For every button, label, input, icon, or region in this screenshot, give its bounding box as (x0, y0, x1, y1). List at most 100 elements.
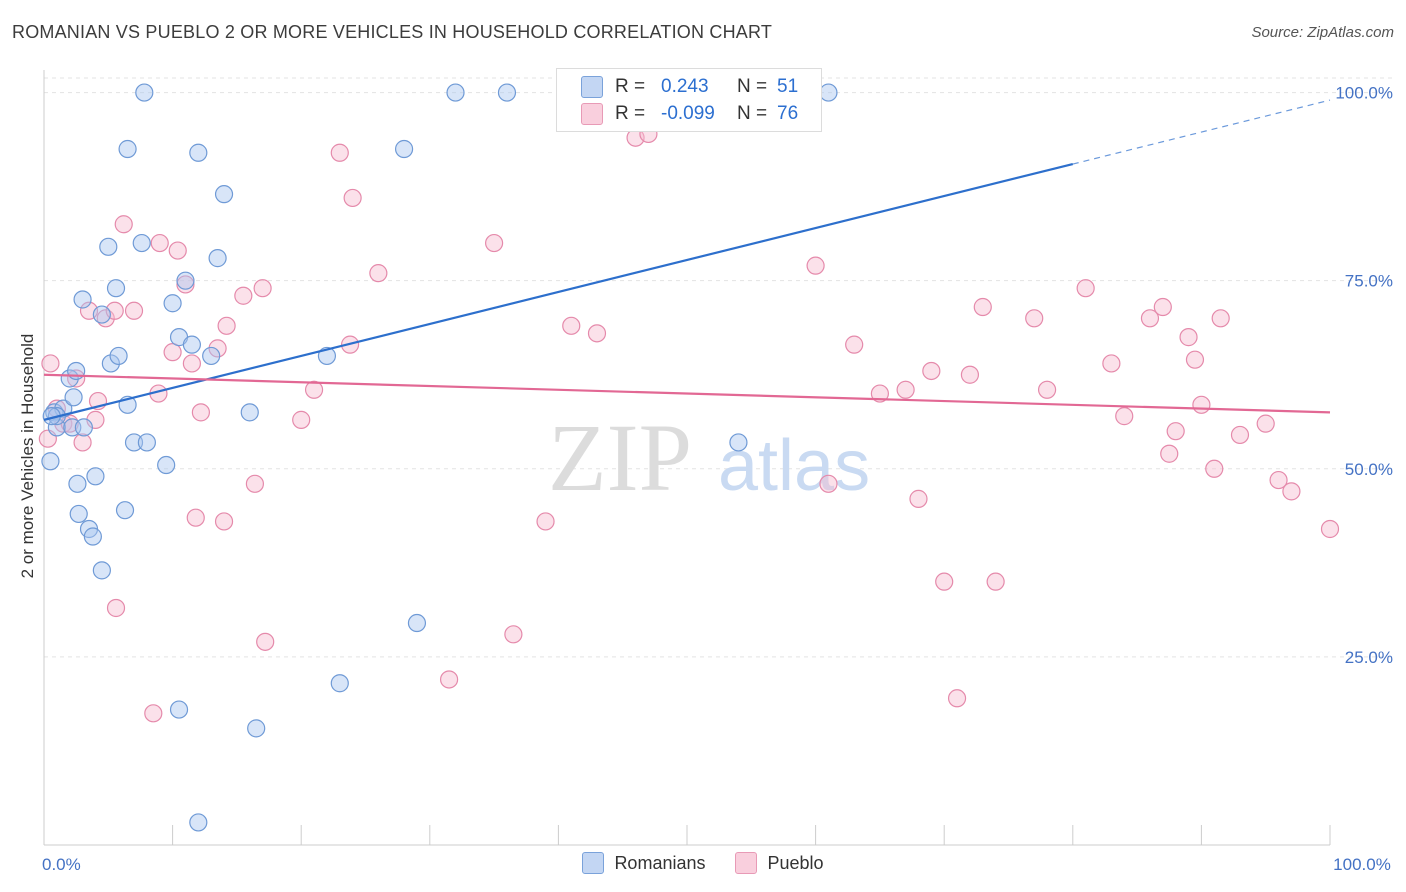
romanians-point (446, 83, 465, 102)
romanians-point (73, 290, 92, 309)
pueblo-point (304, 380, 324, 399)
legend-item-pueblo[interactable]: Pueblo (735, 852, 824, 874)
pueblo-point (208, 339, 227, 358)
pueblo-point (806, 256, 825, 275)
pueblo-point (41, 354, 60, 373)
pueblo-point (67, 369, 86, 388)
pueblo-point (343, 188, 362, 208)
pueblo-swatch (581, 103, 603, 125)
pueblo-point (922, 361, 941, 381)
romanians-point (729, 433, 748, 452)
romanians-point (92, 305, 111, 324)
pueblo-point (935, 572, 954, 591)
pueblo-point (986, 572, 1005, 591)
pueblo-point (1230, 425, 1250, 445)
y-tick-label: 25.0% (1345, 648, 1393, 667)
pueblo-point (973, 297, 992, 317)
pueblo-point (1205, 459, 1224, 478)
pueblo-point (256, 632, 275, 651)
romanians-point (176, 271, 195, 290)
pueblo-point (947, 689, 967, 708)
pueblo-point (485, 233, 504, 253)
romanians-point (86, 467, 105, 486)
pueblo-legend-swatch (735, 852, 758, 874)
romanians-point (407, 613, 427, 633)
legend-item-romanians[interactable]: Romanians (582, 852, 705, 874)
pueblo-point (845, 335, 864, 354)
series-pueblo-points (38, 124, 1340, 723)
pueblo-point (1153, 297, 1172, 317)
pueblo-point (234, 286, 253, 305)
pueblo-point (114, 215, 133, 234)
romanians-point (68, 474, 87, 493)
pueblo-point (292, 410, 311, 429)
pueblo-point (1140, 309, 1160, 328)
pueblo-point (1102, 354, 1121, 373)
romanians-point (60, 369, 79, 388)
pueblo-point (1179, 328, 1198, 347)
pueblo-point (330, 143, 349, 162)
romanians-legend-swatch (582, 852, 605, 874)
pueblo-point (1037, 380, 1057, 399)
romanians-point (83, 527, 102, 546)
pueblo-point (182, 354, 201, 373)
pueblo-point (1185, 350, 1205, 369)
romanians-point (157, 455, 176, 475)
romanians-point (41, 452, 60, 471)
romanians-point (182, 335, 201, 354)
pueblo-point (124, 301, 144, 320)
pueblo-point (144, 704, 163, 723)
source-label: Source: ZipAtlas.com (1251, 24, 1394, 41)
legend-label-romanians: Romanians (614, 852, 706, 873)
pueblo-point (819, 474, 838, 493)
romanians-point (92, 561, 111, 580)
pueblo-point (1025, 309, 1044, 328)
y-tick-label: 75.0% (1345, 272, 1393, 291)
pueblo-point (1320, 519, 1340, 539)
romanians-point (69, 504, 88, 524)
pueblo-point (1166, 422, 1185, 441)
tick-labels: 25.0% 50.0% 75.0% 100.0% 0.0% 100.0% (42, 84, 1393, 874)
pueblo-point (1115, 407, 1134, 426)
pueblo-point (960, 365, 980, 384)
romanians-point (99, 237, 118, 256)
romanians-point (115, 501, 135, 520)
pueblo-point (150, 233, 169, 253)
r-value: -0.099 (661, 103, 715, 124)
pueblo-point (253, 279, 272, 298)
pueblo-point (870, 384, 890, 403)
stats-row-pueblo: R = -0.099 N = 76 (581, 101, 798, 127)
pueblo-point (1269, 470, 1288, 490)
romanians-point (247, 719, 266, 738)
pueblo-point (439, 670, 459, 689)
pueblo-point (1211, 309, 1230, 328)
bottom-legend: Romanians Pueblo (0, 852, 1406, 874)
pueblo-point (168, 241, 187, 260)
pueblo-point (191, 403, 210, 422)
r-label: R = (615, 76, 646, 97)
romanians-point (214, 185, 234, 204)
romanians-swatch (581, 76, 603, 98)
n-label: N = (737, 76, 768, 97)
pueblo-point (504, 625, 523, 644)
pueblo-point (217, 316, 236, 335)
romanians-trend-line (43, 162, 1074, 421)
stats-legend: R = 0.243 N = 51 R = -0.099 N = 76 (556, 68, 822, 132)
pueblo-point (163, 343, 182, 362)
x-tick-label: 0.0% (42, 855, 81, 874)
romanians-point (135, 83, 154, 102)
pueblo-point (562, 316, 581, 335)
pueblo-point (73, 433, 92, 452)
romanians-point (189, 143, 208, 162)
romanians-point (132, 233, 151, 253)
pueblo-point (1256, 414, 1275, 433)
romanians-point (330, 674, 349, 693)
romanians-point (118, 139, 137, 159)
pueblo-point (1282, 482, 1301, 501)
pueblo-point (1160, 444, 1179, 463)
y-tick-label: 50.0% (1345, 460, 1393, 479)
pueblo-point (909, 489, 928, 508)
romanians-point (64, 388, 83, 407)
romanians-point (106, 279, 126, 298)
